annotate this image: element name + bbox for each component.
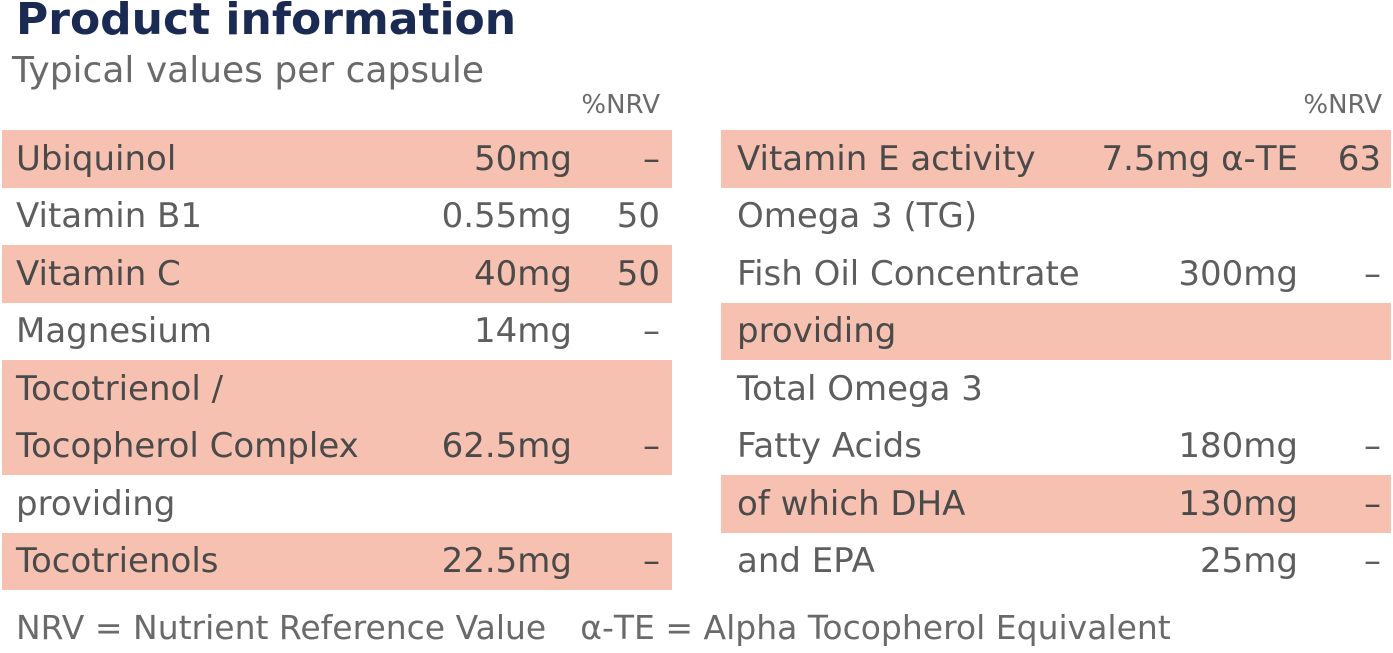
- table-row: Tocotrienol /: [2, 360, 672, 418]
- nutrient-name: providing: [737, 311, 897, 352]
- ate-definition: α-TE = Alpha Tocopherol Equivalent: [580, 608, 1171, 647]
- nutrient-name: and EPA: [737, 541, 875, 582]
- nutrient-name: Vitamin E activity: [737, 138, 1036, 179]
- nutrient-amount: 0.55mg: [441, 196, 572, 237]
- nutrient-nrv: –: [643, 426, 660, 467]
- nutrient-amount: 300mg: [1178, 253, 1298, 294]
- table-row: of which DHA 130mg –: [721, 475, 1391, 533]
- table-row: Fatty Acids 180mg –: [721, 418, 1391, 476]
- left-nutrition-table: Ubiquinol 50mg – Vitamin B1 0.55mg 50 Vi…: [2, 130, 672, 590]
- nutrient-name: of which DHA: [737, 483, 966, 524]
- left-nrv-header: %NRV: [581, 90, 660, 120]
- table-row: Tocopherol Complex 62.5mg –: [2, 417, 672, 475]
- nutrient-amount: 130mg: [1178, 483, 1298, 524]
- nutrient-name: Vitamin C: [16, 253, 181, 294]
- nutrient-name: Fish Oil Concentrate: [737, 253, 1080, 294]
- nutrient-nrv: –: [643, 541, 660, 582]
- table-row: Total Omega 3: [721, 360, 1391, 418]
- nutrient-amount: 22.5mg: [441, 541, 572, 582]
- nutrient-name: Fatty Acids: [737, 426, 922, 467]
- nutrient-name: Total Omega 3: [737, 368, 983, 409]
- nutrient-name: Tocopherol Complex: [16, 426, 359, 467]
- nutrient-amount: 62.5mg: [441, 426, 572, 467]
- table-row: Magnesium 14mg –: [2, 303, 672, 361]
- nutrient-nrv: –: [1364, 541, 1381, 582]
- nutrient-amount: 50mg: [474, 138, 572, 179]
- table-row: Ubiquinol 50mg –: [2, 130, 672, 188]
- nutrient-nrv: –: [1364, 483, 1381, 524]
- nutrient-name: Tocotrienol /: [16, 368, 224, 409]
- nutrient-name: Tocotrienols: [16, 541, 219, 582]
- nutrient-nrv: –: [1364, 426, 1381, 467]
- table-row: Vitamin E activity 7.5mg α-TE 63: [721, 130, 1391, 188]
- nutrient-nrv: –: [1364, 253, 1381, 294]
- footnote: NRV = Nutrient Reference Value α-TE = Alp…: [16, 608, 1205, 647]
- nutrient-amount: 180mg: [1178, 426, 1298, 467]
- nutrient-name: Ubiquinol: [16, 138, 177, 179]
- nutrient-nrv: –: [643, 138, 660, 179]
- nutrient-nrv: –: [643, 311, 660, 352]
- nutrient-nrv: 50: [616, 196, 660, 237]
- table-row: Fish Oil Concentrate 300mg –: [721, 245, 1391, 303]
- table-row: and EPA 25mg –: [721, 533, 1391, 591]
- table-row: providing: [721, 302, 1391, 360]
- nutrient-nrv: 50: [616, 253, 660, 294]
- nutrient-name: Magnesium: [16, 311, 213, 352]
- nutrient-amount: 25mg: [1200, 541, 1298, 582]
- table-row: Vitamin C 40mg 50: [2, 245, 672, 303]
- nrv-definition: NRV = Nutrient Reference Value: [16, 608, 547, 647]
- table-row: providing: [2, 475, 672, 533]
- right-nrv-header: %NRV: [1303, 90, 1382, 120]
- right-nutrition-table: Vitamin E activity 7.5mg α-TE 63 Omega 3…: [721, 130, 1391, 590]
- page-title: Product information: [16, 0, 517, 45]
- nutrient-nrv: 63: [1337, 138, 1381, 179]
- table-row: Vitamin B1 0.55mg 50: [2, 188, 672, 246]
- nutrient-amount: 14mg: [474, 311, 572, 352]
- nutrient-name: Omega 3 (TG): [737, 196, 978, 237]
- nutrient-name: Vitamin B1: [16, 196, 203, 237]
- nutrient-amount: 7.5mg α-TE: [1101, 138, 1298, 179]
- table-row: Omega 3 (TG): [721, 188, 1391, 246]
- table-row: Tocotrienols 22.5mg –: [2, 532, 672, 590]
- nutrient-name: providing: [16, 483, 176, 524]
- nutrient-amount: 40mg: [474, 253, 572, 294]
- page-subtitle: Typical values per capsule: [12, 50, 485, 91]
